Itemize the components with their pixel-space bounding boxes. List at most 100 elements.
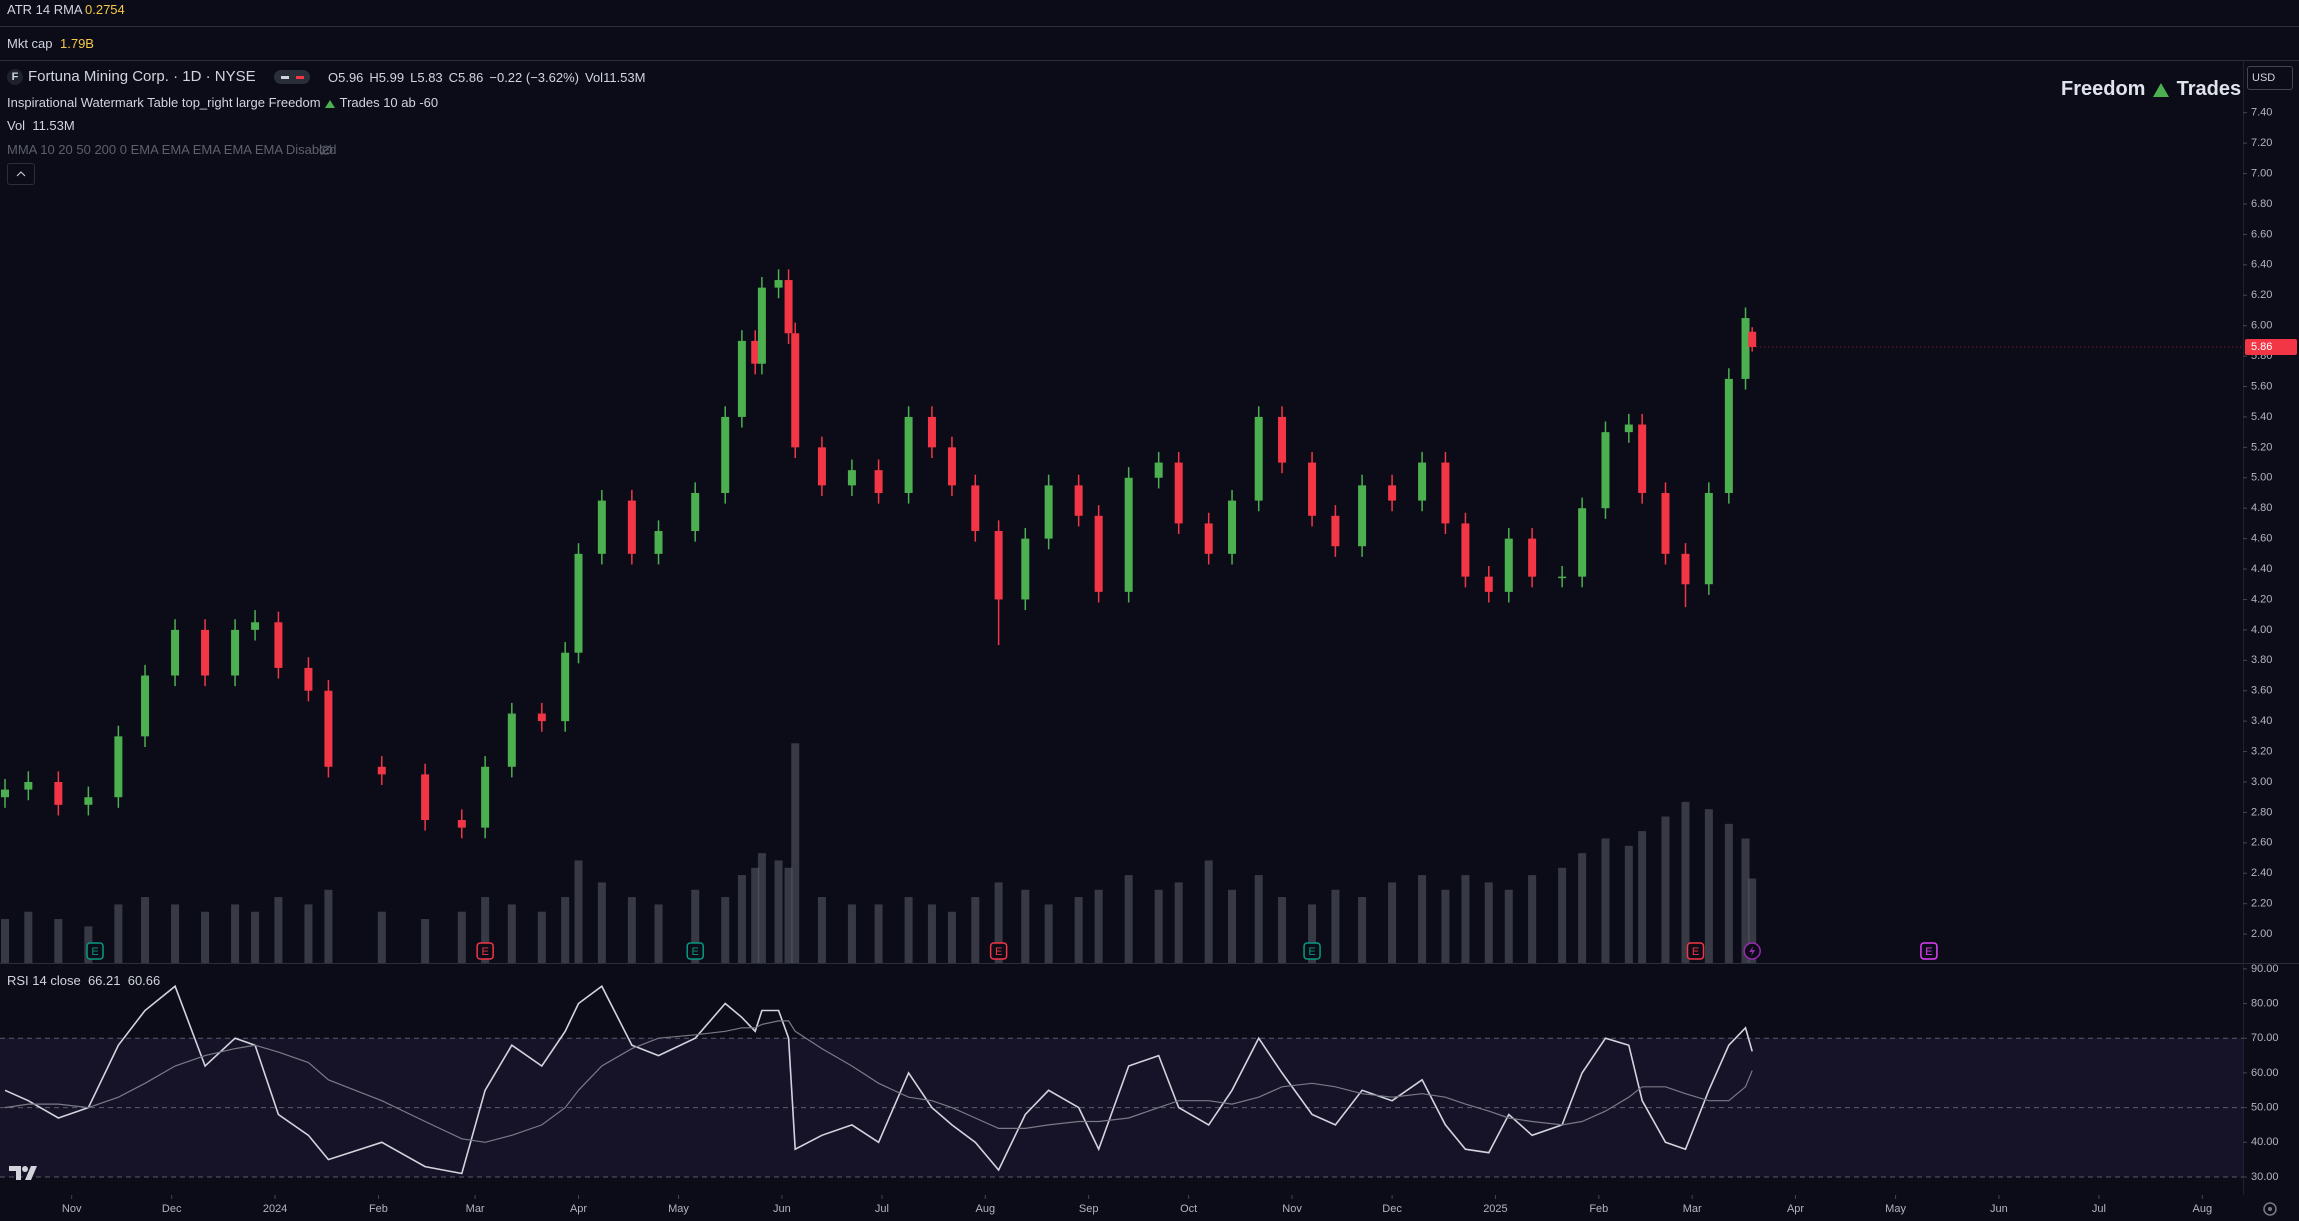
atr-label: ATR 14 RMA xyxy=(7,2,83,17)
y-tick-label: 6.80 xyxy=(2251,198,2272,210)
candle-body xyxy=(421,774,430,821)
y-tick-label: 6.20 xyxy=(2251,289,2272,301)
candle-body xyxy=(54,781,63,805)
x-tick-label: Mar xyxy=(1683,1203,1702,1215)
volume-bar xyxy=(24,911,33,963)
volume-bar xyxy=(1228,889,1237,963)
symbol-title[interactable]: Fortuna Mining Corp. · 1D · NYSE xyxy=(28,68,256,85)
event-box xyxy=(1303,942,1321,960)
volume-bar xyxy=(1254,875,1263,963)
volume-bar xyxy=(774,860,783,963)
x-tick-label: May xyxy=(668,1203,689,1215)
currency-button[interactable]: USD xyxy=(2247,66,2293,90)
y-tick-label: 7.20 xyxy=(2251,137,2272,149)
y-tick-label: 4.40 xyxy=(2251,563,2272,575)
volume-bar xyxy=(561,897,570,963)
y-tick-label: 2.00 xyxy=(2251,928,2272,940)
text: Inspirational Watermark Table top_right … xyxy=(7,95,321,110)
volume-bar xyxy=(377,911,386,963)
y-tick-label: 2.40 xyxy=(2251,867,2272,879)
x-tick-label: Nov xyxy=(62,1203,82,1215)
x-tick-label: Nov xyxy=(1282,1203,1302,1215)
volume-bar xyxy=(1558,867,1567,963)
volume-bar xyxy=(54,919,63,963)
candle-body xyxy=(1638,424,1647,493)
volume-bar xyxy=(1308,904,1317,963)
ohlc-item: C5.86 xyxy=(448,70,484,85)
candle-body xyxy=(757,287,766,364)
x-tick-label: Aug xyxy=(2193,1203,2213,1215)
volume-bar xyxy=(231,904,240,963)
candle-body xyxy=(847,470,856,486)
candle-body xyxy=(1578,508,1587,577)
candle-body xyxy=(231,629,240,676)
event-box xyxy=(86,942,104,960)
volume-bar xyxy=(737,875,746,963)
text: RSI 14 close xyxy=(7,973,81,988)
y-tick-label: 2.60 xyxy=(2251,837,2272,849)
candle-body xyxy=(1228,500,1237,554)
y-tick-label: 30.00 xyxy=(2251,1171,2279,1183)
event-label: E xyxy=(481,946,488,958)
volume-bar xyxy=(927,904,936,963)
y-tick-label: 4.60 xyxy=(2251,533,2272,545)
event-box xyxy=(1686,942,1705,960)
volume-bar xyxy=(574,860,583,963)
pill-dot xyxy=(296,76,304,79)
volume-bar xyxy=(1358,897,1367,963)
volume-bar xyxy=(627,897,636,963)
candle-body xyxy=(1124,477,1133,592)
x-tick-label: Sep xyxy=(1079,1203,1099,1215)
volume-bar xyxy=(1741,838,1750,963)
volume-bar xyxy=(1278,897,1287,963)
candle-body xyxy=(1154,462,1163,478)
candle-body xyxy=(1601,432,1610,509)
ohlc-item: −0.22 (−3.62%) xyxy=(489,70,579,85)
volume-bar xyxy=(114,904,123,963)
candle-body xyxy=(1074,485,1083,516)
event-marker xyxy=(1743,942,1761,960)
x-tick-label: May xyxy=(1885,1203,1906,1215)
y-tick-label: 80.00 xyxy=(2251,997,2279,1009)
candle-body xyxy=(1094,515,1103,592)
candle-body xyxy=(24,781,33,790)
candle-body xyxy=(904,416,913,493)
x-tick-label: 2025 xyxy=(1483,1203,1507,1215)
status-pill xyxy=(274,70,310,84)
volume-bar xyxy=(1204,860,1213,963)
candle-body xyxy=(141,675,150,737)
candle-body xyxy=(1461,523,1470,577)
candle-body xyxy=(1661,492,1670,554)
candle-body xyxy=(1254,416,1263,501)
candle-body xyxy=(1388,485,1397,501)
candle-body xyxy=(1484,576,1493,592)
volume-bar xyxy=(1418,875,1427,963)
hidden-eye-icon[interactable] xyxy=(318,143,334,157)
y-tick-label: 5.40 xyxy=(2251,411,2272,423)
volume-bar xyxy=(1461,875,1470,963)
mktcap-label: Mkt cap xyxy=(7,36,53,51)
collapse-button[interactable] xyxy=(7,163,35,185)
tradingview-logo[interactable] xyxy=(9,1164,41,1182)
volume-bar xyxy=(1441,889,1450,963)
settings-icon[interactable] xyxy=(2262,1201,2278,1217)
event-box xyxy=(686,942,704,960)
x-tick-label: Jun xyxy=(1990,1203,2008,1215)
volume-bar xyxy=(751,867,760,963)
ohlc-item: H5.99 xyxy=(369,70,405,85)
y-tick-label: 6.60 xyxy=(2251,228,2272,240)
x-tick-label: Aug xyxy=(976,1203,996,1215)
candle-body xyxy=(1418,462,1427,501)
y-tick-label: 90.00 xyxy=(2251,963,2279,975)
volume-bar xyxy=(481,897,490,963)
x-tick-label: Jul xyxy=(2092,1203,2106,1215)
watermark: Freedom Trades xyxy=(2061,77,2241,101)
candle-body xyxy=(84,797,93,805)
candle-body xyxy=(114,736,123,798)
volume-bar xyxy=(1704,809,1713,963)
candle-body xyxy=(874,470,883,493)
candle-body xyxy=(721,416,730,493)
